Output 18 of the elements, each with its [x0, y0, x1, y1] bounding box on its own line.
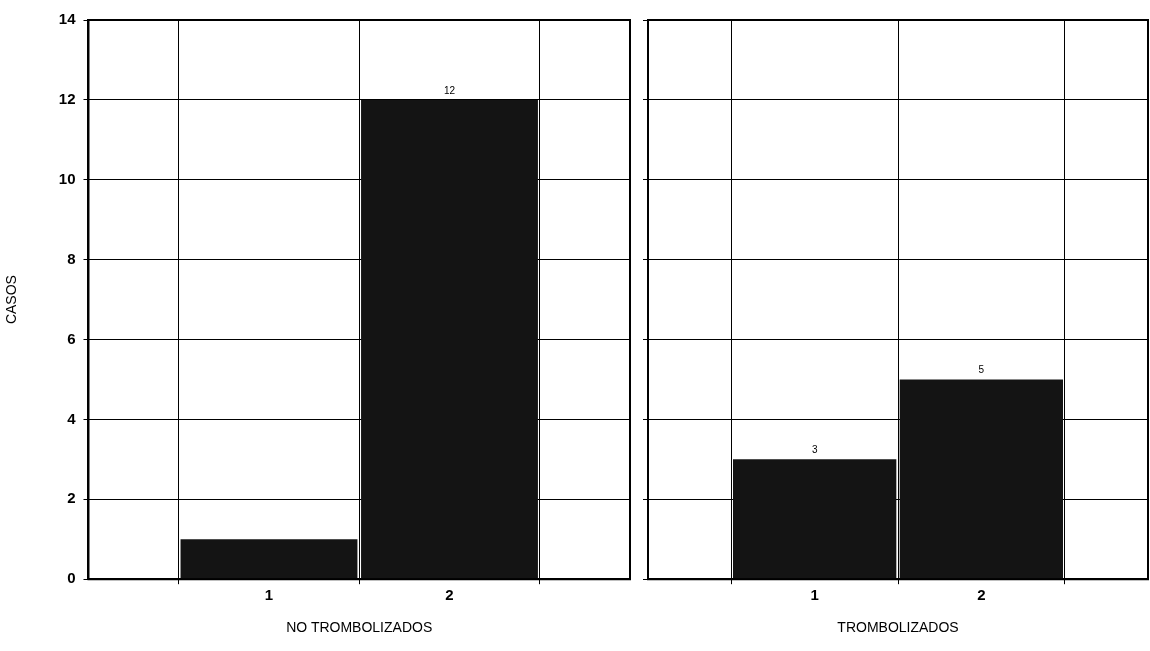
x-tick-label: 1: [810, 586, 819, 604]
y-tick-label: 4: [67, 409, 77, 427]
y-tick-label: 2: [67, 489, 76, 507]
y-axis-title: CASOS: [3, 275, 20, 325]
x-axis-title: NO TROMBOLIZADOS: [286, 619, 433, 636]
y-tick-label: 6: [67, 329, 76, 347]
x-tick-label: 1: [264, 586, 274, 604]
x-tick-label: 2: [977, 586, 986, 604]
y-tick-label: 12: [58, 90, 76, 108]
x-axis-title: TROMBOLIZADOS: [837, 619, 959, 636]
data-label: 12: [443, 84, 456, 96]
y-tick-label: 10: [58, 169, 76, 187]
data-label: 3: [811, 444, 818, 456]
y-tick-label: 0: [67, 569, 76, 587]
y-tick-label: 8: [67, 249, 76, 267]
y-tick-label: 14: [58, 10, 77, 28]
x-tick-label: 2: [445, 586, 454, 604]
data-label: 5: [978, 364, 985, 376]
